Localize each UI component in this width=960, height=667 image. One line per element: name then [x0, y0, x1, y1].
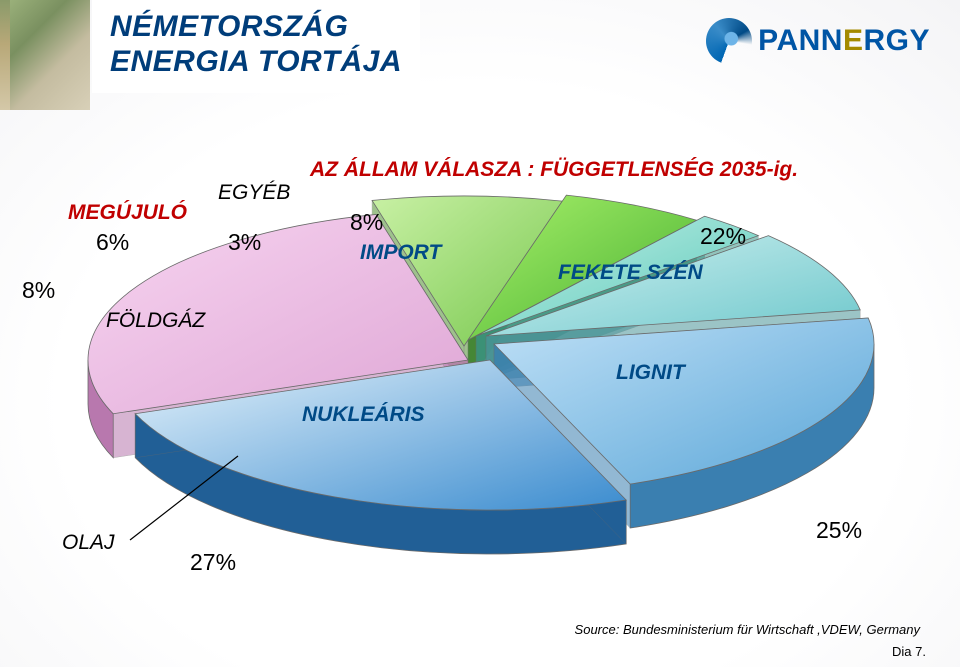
label-olaj: OLAJ: [62, 530, 115, 556]
logo-swoosh-icon: [706, 18, 752, 64]
title-line-2: ENERGIA TORTÁJA: [110, 45, 402, 80]
label-lignit: LIGNIT: [616, 360, 685, 386]
logo-e: E: [843, 24, 864, 57]
pct-lignit: 25%: [816, 516, 862, 545]
logo-ann: ANN: [776, 24, 843, 57]
pct-megujulo: 6%: [96, 228, 129, 257]
label-megujulo: MEGÚJULÓ: [68, 200, 187, 226]
side-thumbnail: [10, 0, 90, 110]
page-title: NÉMETORSZÁG ENERGIA TORTÁJA: [92, 0, 420, 93]
label-nuklearis: NUKLEÁRIS: [302, 402, 425, 428]
pct-import: 8%: [350, 208, 383, 237]
logo-text: PANNERGY: [758, 24, 930, 58]
pie-chart: MEGÚJULÓ 6% EGYÉB 3% 8% IMPORT 22% FEKET…: [0, 150, 960, 630]
label-foldgaz: FÖLDGÁZ: [106, 308, 205, 334]
pct-foldgaz: 8%: [22, 276, 55, 305]
source-citation: Source: Bundesministerium für Wirtschaft…: [575, 622, 920, 637]
pie-svg: [70, 170, 890, 600]
logo-rgy: RGY: [863, 24, 930, 57]
label-egyeb: EGYÉB: [218, 180, 290, 206]
logo-p: P: [758, 24, 776, 57]
slide-number: Dia 7.: [892, 644, 926, 659]
pct-olaj: 27%: [190, 548, 236, 577]
title-line-1: NÉMETORSZÁG: [110, 10, 402, 45]
side-stripe: [0, 0, 10, 110]
pct-fekete: 22%: [700, 222, 746, 251]
label-import: IMPORT: [360, 240, 441, 266]
pct-egyeb: 3%: [228, 228, 261, 257]
brand-logo: PANNERGY: [706, 18, 930, 64]
label-megujulo-text: MEGÚJULÓ: [68, 201, 187, 224]
label-fekete: FEKETE SZÉN: [558, 260, 703, 286]
